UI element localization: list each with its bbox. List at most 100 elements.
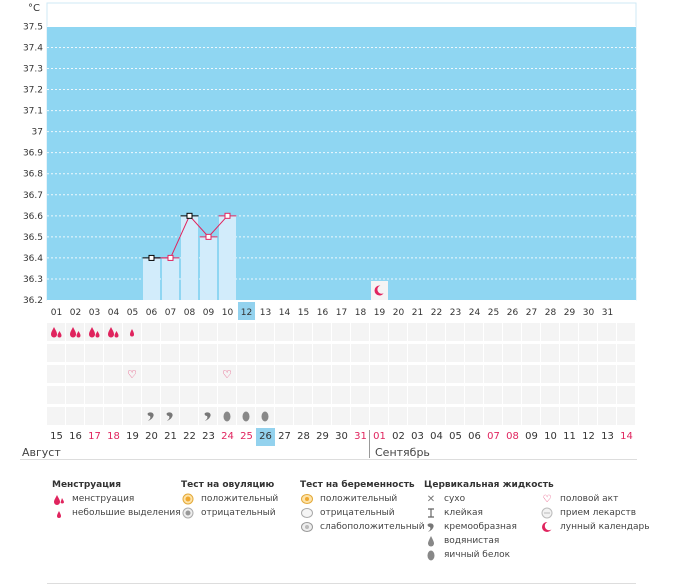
- grid-cell[interactable]: [446, 386, 464, 404]
- date-cell[interactable]: 14: [620, 431, 633, 442]
- grid-cell[interactable]: [579, 344, 597, 362]
- grid-cell[interactable]: [579, 386, 597, 404]
- grid-cell[interactable]: [446, 344, 464, 362]
- grid-cell[interactable]: [256, 344, 274, 362]
- date-cell[interactable]: 29: [316, 431, 329, 442]
- eggwhite-icon[interactable]: [218, 407, 236, 425]
- grid-cell[interactable]: [598, 365, 616, 383]
- date-cell[interactable]: 17: [88, 431, 101, 442]
- grid-cell[interactable]: [427, 365, 445, 383]
- grid-cell[interactable]: [465, 323, 483, 341]
- drop-icon[interactable]: [123, 323, 141, 341]
- grid-cell[interactable]: [560, 323, 578, 341]
- grid-cell[interactable]: [408, 407, 426, 425]
- date-cell[interactable]: 02: [392, 431, 405, 442]
- grid-cell[interactable]: [370, 365, 388, 383]
- date-cell[interactable]: 28: [297, 431, 310, 442]
- grid-cell[interactable]: [598, 344, 616, 362]
- grid-cell[interactable]: [104, 365, 122, 383]
- date-cell[interactable]: 06: [468, 431, 481, 442]
- date-cell[interactable]: 16: [69, 431, 82, 442]
- grid-cell[interactable]: [313, 323, 331, 341]
- date-cell[interactable]: 27: [278, 431, 291, 442]
- date-cell[interactable]: 12: [582, 431, 595, 442]
- heart-icon[interactable]: ♡: [222, 367, 232, 381]
- grid-cell[interactable]: [408, 386, 426, 404]
- grid-cell[interactable]: [484, 323, 502, 341]
- grid-cell[interactable]: [218, 365, 236, 383]
- date-cell[interactable]: 13: [601, 431, 614, 442]
- grid-cell[interactable]: [617, 323, 635, 341]
- grid-cell[interactable]: [541, 365, 559, 383]
- drops-icon[interactable]: [104, 323, 122, 341]
- grid-cell[interactable]: [522, 407, 540, 425]
- grid-cell[interactable]: [161, 386, 179, 404]
- grid-cell[interactable]: [161, 323, 179, 341]
- grid-cell[interactable]: [370, 323, 388, 341]
- grid-cell[interactable]: [465, 386, 483, 404]
- grid-cell[interactable]: [389, 344, 407, 362]
- grid-cell[interactable]: [85, 365, 103, 383]
- grid-cell[interactable]: [199, 344, 217, 362]
- grid-cell[interactable]: [332, 344, 350, 362]
- date-cell[interactable]: 20: [145, 431, 158, 442]
- today-date-cell[interactable]: 26: [256, 428, 275, 446]
- grid-cell[interactable]: [370, 386, 388, 404]
- grid-cell[interactable]: [275, 386, 293, 404]
- grid-cell[interactable]: [503, 407, 521, 425]
- grid-cell[interactable]: [66, 365, 84, 383]
- grid-cell[interactable]: [294, 407, 312, 425]
- grid-cell[interactable]: [275, 323, 293, 341]
- date-cell[interactable]: 30: [335, 431, 348, 442]
- grid-cell[interactable]: [66, 344, 84, 362]
- date-cell[interactable]: 31: [354, 431, 367, 442]
- date-cell[interactable]: 07: [487, 431, 500, 442]
- grid-cell[interactable]: [332, 407, 350, 425]
- grid-cell[interactable]: [408, 344, 426, 362]
- grid-cell[interactable]: [199, 386, 217, 404]
- grid-cell[interactable]: [389, 323, 407, 341]
- grid-cell[interactable]: [218, 386, 236, 404]
- grid-cell[interactable]: [47, 386, 65, 404]
- drops-icon[interactable]: [66, 323, 84, 341]
- grid-cell[interactable]: [427, 323, 445, 341]
- grid-cell[interactable]: [180, 323, 198, 341]
- grid-cell[interactable]: [370, 407, 388, 425]
- grid-cell[interactable]: [465, 344, 483, 362]
- grid-cell[interactable]: [522, 386, 540, 404]
- grid-cell[interactable]: [598, 407, 616, 425]
- grid-cell[interactable]: [579, 407, 597, 425]
- grid-cell[interactable]: [522, 344, 540, 362]
- grid-cell[interactable]: [522, 323, 540, 341]
- grid-cell[interactable]: [579, 323, 597, 341]
- date-cell[interactable]: 25: [240, 431, 253, 442]
- grid-cell[interactable]: [85, 344, 103, 362]
- grid-cell[interactable]: [541, 344, 559, 362]
- grid-cell[interactable]: [313, 344, 331, 362]
- grid-cell[interactable]: [218, 344, 236, 362]
- grid-cell[interactable]: [123, 386, 141, 404]
- grid-cell[interactable]: [180, 344, 198, 362]
- date-cell[interactable]: 22: [183, 431, 196, 442]
- grid-cell[interactable]: [560, 407, 578, 425]
- grid-cell[interactable]: [446, 365, 464, 383]
- grid-cell[interactable]: [541, 323, 559, 341]
- grid-cell[interactable]: [294, 323, 312, 341]
- grid-cell[interactable]: [484, 407, 502, 425]
- grid-cell[interactable]: [598, 323, 616, 341]
- grid-cell[interactable]: [541, 386, 559, 404]
- grid-cell[interactable]: [294, 344, 312, 362]
- grid-cell[interactable]: [104, 344, 122, 362]
- grid-cell[interactable]: [427, 386, 445, 404]
- grid-cell[interactable]: [47, 407, 65, 425]
- date-cell[interactable]: 01: [373, 431, 386, 442]
- grid-cell[interactable]: [560, 344, 578, 362]
- grid-cell[interactable]: [66, 386, 84, 404]
- grid-cell[interactable]: [465, 407, 483, 425]
- grid-cell[interactable]: [560, 365, 578, 383]
- grid-cell[interactable]: [294, 386, 312, 404]
- grid-cell[interactable]: [313, 386, 331, 404]
- grid-cell[interactable]: [446, 323, 464, 341]
- grid-cell[interactable]: [503, 365, 521, 383]
- grid-cell[interactable]: [503, 344, 521, 362]
